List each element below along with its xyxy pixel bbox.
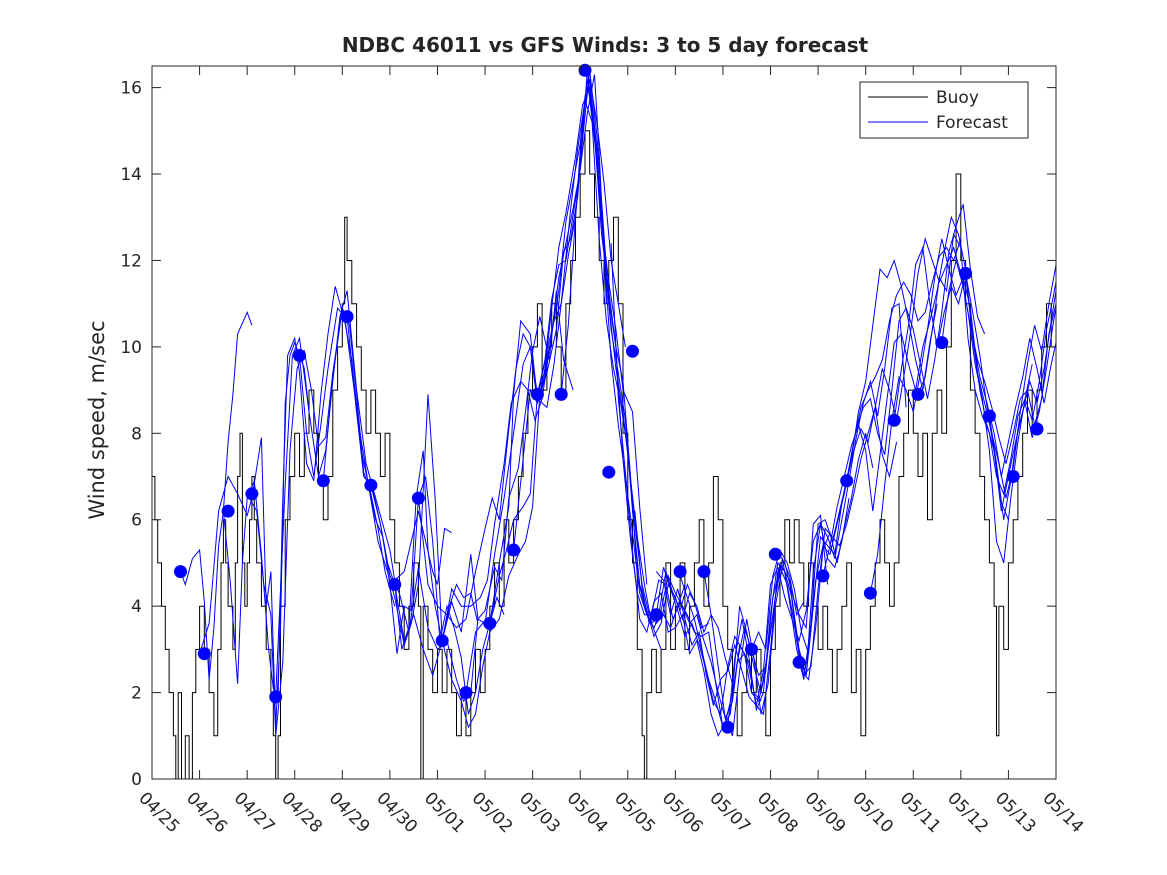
forecast-marker-24: [721, 720, 735, 734]
legend-label-forecast: Forecast: [936, 113, 1008, 133]
y-tick-label-12: 12: [120, 251, 142, 271]
series-line-forecast-run-16: [536, 87, 733, 685]
y-tick-label-10: 10: [120, 338, 142, 358]
forecast-marker-16: [530, 387, 544, 401]
x-tick-label-3: 04/28: [277, 788, 326, 837]
x-tick-label-9: 05/04: [563, 788, 612, 837]
y-tick-label-16: 16: [120, 79, 142, 99]
forecast-marker-12: [435, 634, 449, 648]
series-line-forecast-run-19: [610, 243, 805, 738]
series-line-forecast-run-32: [917, 232, 1057, 496]
forecast-marker-13: [459, 686, 473, 700]
forecast-marker-32: [911, 387, 925, 401]
forecast-marker-5: [269, 690, 283, 704]
chart-title: NDBC 46011 vs GFS Winds: 3 to 5 day fore…: [342, 33, 869, 57]
forecast-marker-22: [673, 565, 687, 579]
forecast-marker-11: [411, 491, 425, 505]
forecast-marker-15: [507, 543, 521, 557]
x-tick-label-1: 04/26: [182, 788, 231, 837]
x-tick-label-15: 05/10: [848, 788, 897, 837]
x-tick-label-0: 04/25: [134, 788, 183, 837]
x-tick-label-12: 05/07: [705, 788, 754, 837]
forecast-marker-6: [293, 349, 306, 362]
forecast-marker-35: [982, 409, 996, 423]
y-tick-label-0: 0: [131, 770, 142, 790]
series-line-forecast-run-21: [655, 498, 850, 707]
y-tick-label-4: 4: [131, 597, 142, 617]
x-tick-label-13: 05/08: [753, 788, 802, 837]
forecast-marker-21: [649, 608, 663, 622]
forecast-marker-20: [626, 344, 639, 358]
forecast-marker-8: [340, 310, 354, 324]
series-line-forecast-run-1: [180, 310, 253, 680]
forecast-marker-27: [792, 655, 806, 669]
x-tick-label-7: 05/02: [468, 788, 517, 837]
forecast-marker-33: [935, 336, 949, 350]
x-tick-label-14: 05/09: [801, 788, 850, 837]
plot-layer: [152, 63, 1057, 780]
forecast-marker-26: [768, 547, 782, 561]
forecast-marker-30: [863, 586, 877, 600]
x-tick-label-4: 04/29: [325, 788, 374, 837]
plot-area: [152, 66, 1056, 779]
series-line-forecast-run-34: [965, 273, 1057, 477]
y-axis-label: Wind speed, m/sec: [85, 320, 109, 519]
forecast-marker-31: [887, 413, 901, 427]
legend-label-buoy: Buoy: [936, 88, 979, 108]
series-line-forecast-run-35: [988, 307, 1057, 520]
forecast-marker-25: [745, 642, 758, 656]
forecast-marker-18: [578, 63, 592, 77]
forecast-marker-17: [554, 387, 568, 401]
forecast-marker-7: [316, 474, 330, 488]
forecast-marker-10: [388, 578, 402, 591]
forecast-marker-19: [602, 465, 616, 479]
forecast-marker-23: [697, 565, 711, 579]
x-tick-label-18: 05/13: [991, 788, 1040, 837]
forecast-marker-3: [221, 504, 235, 518]
x-tick-label-16: 05/11: [896, 788, 945, 837]
y-tick-label-6: 6: [131, 511, 142, 531]
series-line-forecast-run-11: [417, 78, 626, 629]
x-tick-label-10: 05/05: [610, 788, 659, 837]
y-tick-label-8: 8: [131, 424, 142, 444]
series-line-forecast-run-2: [199, 341, 310, 728]
series-line-forecast-run-20: [634, 511, 829, 716]
x-tick-label-5: 04/30: [372, 788, 421, 837]
legend-box: [859, 81, 1029, 139]
series-line-forecast-run-29: [846, 236, 1033, 564]
forecast-marker-34: [959, 266, 973, 280]
forecast-marker-2: [197, 647, 211, 661]
x-tick-label-11: 05/06: [658, 788, 707, 837]
series-line-forecast-run-26: [775, 238, 962, 680]
x-tick-label-17: 05/12: [943, 788, 992, 837]
legend: Buoy Forecast: [859, 81, 1029, 139]
forecast-marker-4: [245, 487, 259, 501]
forecast-marker-14: [483, 616, 497, 630]
axes-box: [151, 65, 1057, 780]
y-tick-label-14: 14: [120, 165, 142, 185]
series-line-forecast-run-31: [893, 245, 1057, 512]
series-line-forecast-run-22: [679, 433, 874, 729]
forecast-marker-28: [816, 569, 830, 583]
x-tick-label-8: 05/03: [515, 788, 564, 837]
forecast-marker-9: [364, 478, 378, 492]
y-tick-label-2: 2: [131, 684, 142, 704]
forecast-marker-1: [174, 565, 187, 579]
x-tick-label-19: 05/14: [1038, 788, 1087, 837]
x-tick-label-6: 05/01: [420, 788, 469, 837]
forecast-marker-37: [1030, 422, 1044, 436]
forecast-marker-29: [840, 474, 854, 488]
forecast-marker-36: [1006, 470, 1020, 483]
x-tick-label-2: 04/27: [230, 788, 279, 837]
series-line-forecast-run-5: [275, 290, 452, 697]
